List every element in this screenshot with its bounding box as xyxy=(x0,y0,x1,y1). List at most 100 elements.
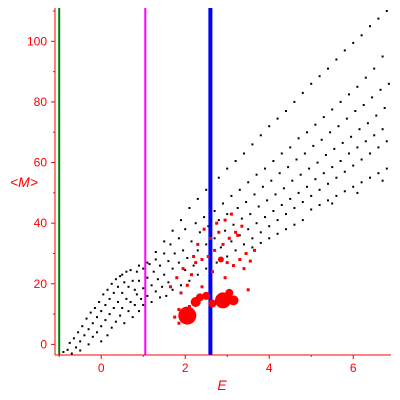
highlight-point xyxy=(225,261,229,265)
data-point xyxy=(364,140,367,143)
data-point xyxy=(293,223,296,226)
data-point xyxy=(205,188,208,191)
data-point xyxy=(343,190,346,193)
data-point xyxy=(243,243,245,246)
data-point xyxy=(306,131,308,134)
highlight-point xyxy=(234,230,238,234)
highlight-point xyxy=(248,259,252,263)
data-point xyxy=(369,176,371,179)
data-point xyxy=(123,322,126,325)
data-point xyxy=(299,173,302,176)
data-point xyxy=(131,316,134,319)
data-point xyxy=(133,304,136,306)
highlight-point xyxy=(179,291,183,295)
data-point xyxy=(79,340,82,343)
data-point xyxy=(306,185,308,188)
data-point xyxy=(167,260,170,263)
data-point xyxy=(159,264,161,267)
data-point xyxy=(301,91,304,94)
data-point xyxy=(138,310,140,313)
data-point xyxy=(75,346,77,349)
data-point xyxy=(154,258,157,261)
data-point xyxy=(219,246,222,249)
data-point xyxy=(150,284,153,287)
data-point xyxy=(224,229,227,232)
data-point xyxy=(264,167,266,170)
highlight-point xyxy=(213,248,217,252)
data-point xyxy=(331,166,334,169)
data-point xyxy=(301,201,304,203)
data-point xyxy=(337,125,340,128)
data-point xyxy=(320,138,323,141)
data-point xyxy=(253,193,256,196)
x-axis-ticks: 0 2 4 6 xyxy=(58,355,357,375)
data-point xyxy=(335,58,338,61)
data-point xyxy=(163,273,166,276)
data-point xyxy=(131,279,134,282)
data-point xyxy=(190,240,193,243)
data-point xyxy=(188,279,191,282)
data-point xyxy=(297,191,300,194)
y-tick-label: 60 xyxy=(34,156,48,170)
data-point xyxy=(268,237,271,240)
data-point xyxy=(316,161,319,164)
data-point xyxy=(161,285,164,288)
data-point xyxy=(377,146,380,149)
data-point xyxy=(274,193,277,196)
data-point xyxy=(89,311,92,314)
data-point xyxy=(85,317,88,320)
data-point xyxy=(234,160,237,162)
data-point xyxy=(114,320,117,323)
data-point xyxy=(238,234,241,237)
data-point xyxy=(362,104,365,106)
highlight-point xyxy=(244,252,248,255)
data-point xyxy=(348,93,350,96)
data-point xyxy=(234,249,237,252)
data-point xyxy=(318,204,321,206)
data-point xyxy=(119,275,122,278)
data-point xyxy=(276,219,279,222)
data-point xyxy=(138,264,140,267)
x-tick-label: 0 xyxy=(98,361,105,375)
data-point xyxy=(87,343,90,346)
data-point xyxy=(327,67,329,70)
data-point xyxy=(100,325,103,328)
data-point xyxy=(293,100,296,103)
data-point xyxy=(226,255,229,258)
data-point xyxy=(213,210,216,212)
data-point xyxy=(232,223,235,226)
data-point xyxy=(72,337,75,340)
data-point xyxy=(375,114,378,117)
highlight-point xyxy=(200,285,204,289)
data-point xyxy=(272,210,275,212)
data-point xyxy=(135,293,138,296)
data-point xyxy=(356,146,359,149)
data-point xyxy=(352,41,355,44)
data-point xyxy=(257,205,260,208)
highlight-point xyxy=(223,218,227,222)
data-point xyxy=(70,352,73,355)
data-point xyxy=(280,152,283,155)
vertical-reference-lines xyxy=(58,8,213,355)
data-point xyxy=(259,231,262,234)
y-axis-label: <M> xyxy=(10,174,38,190)
data-point xyxy=(169,243,172,246)
data-point xyxy=(129,269,132,272)
data-point xyxy=(186,257,189,259)
data-point xyxy=(373,67,376,70)
highlight-point xyxy=(227,236,231,240)
data-point xyxy=(167,281,170,284)
data-point xyxy=(360,34,363,37)
data-point xyxy=(177,237,180,240)
data-point xyxy=(287,166,290,169)
data-point xyxy=(182,249,185,252)
data-point xyxy=(377,172,380,175)
data-point xyxy=(108,313,111,316)
data-point xyxy=(198,231,201,234)
data-point xyxy=(79,349,82,352)
data-point xyxy=(255,173,258,176)
data-point xyxy=(205,243,208,246)
data-point xyxy=(171,288,174,291)
data-point xyxy=(142,304,145,306)
data-point xyxy=(272,160,275,162)
